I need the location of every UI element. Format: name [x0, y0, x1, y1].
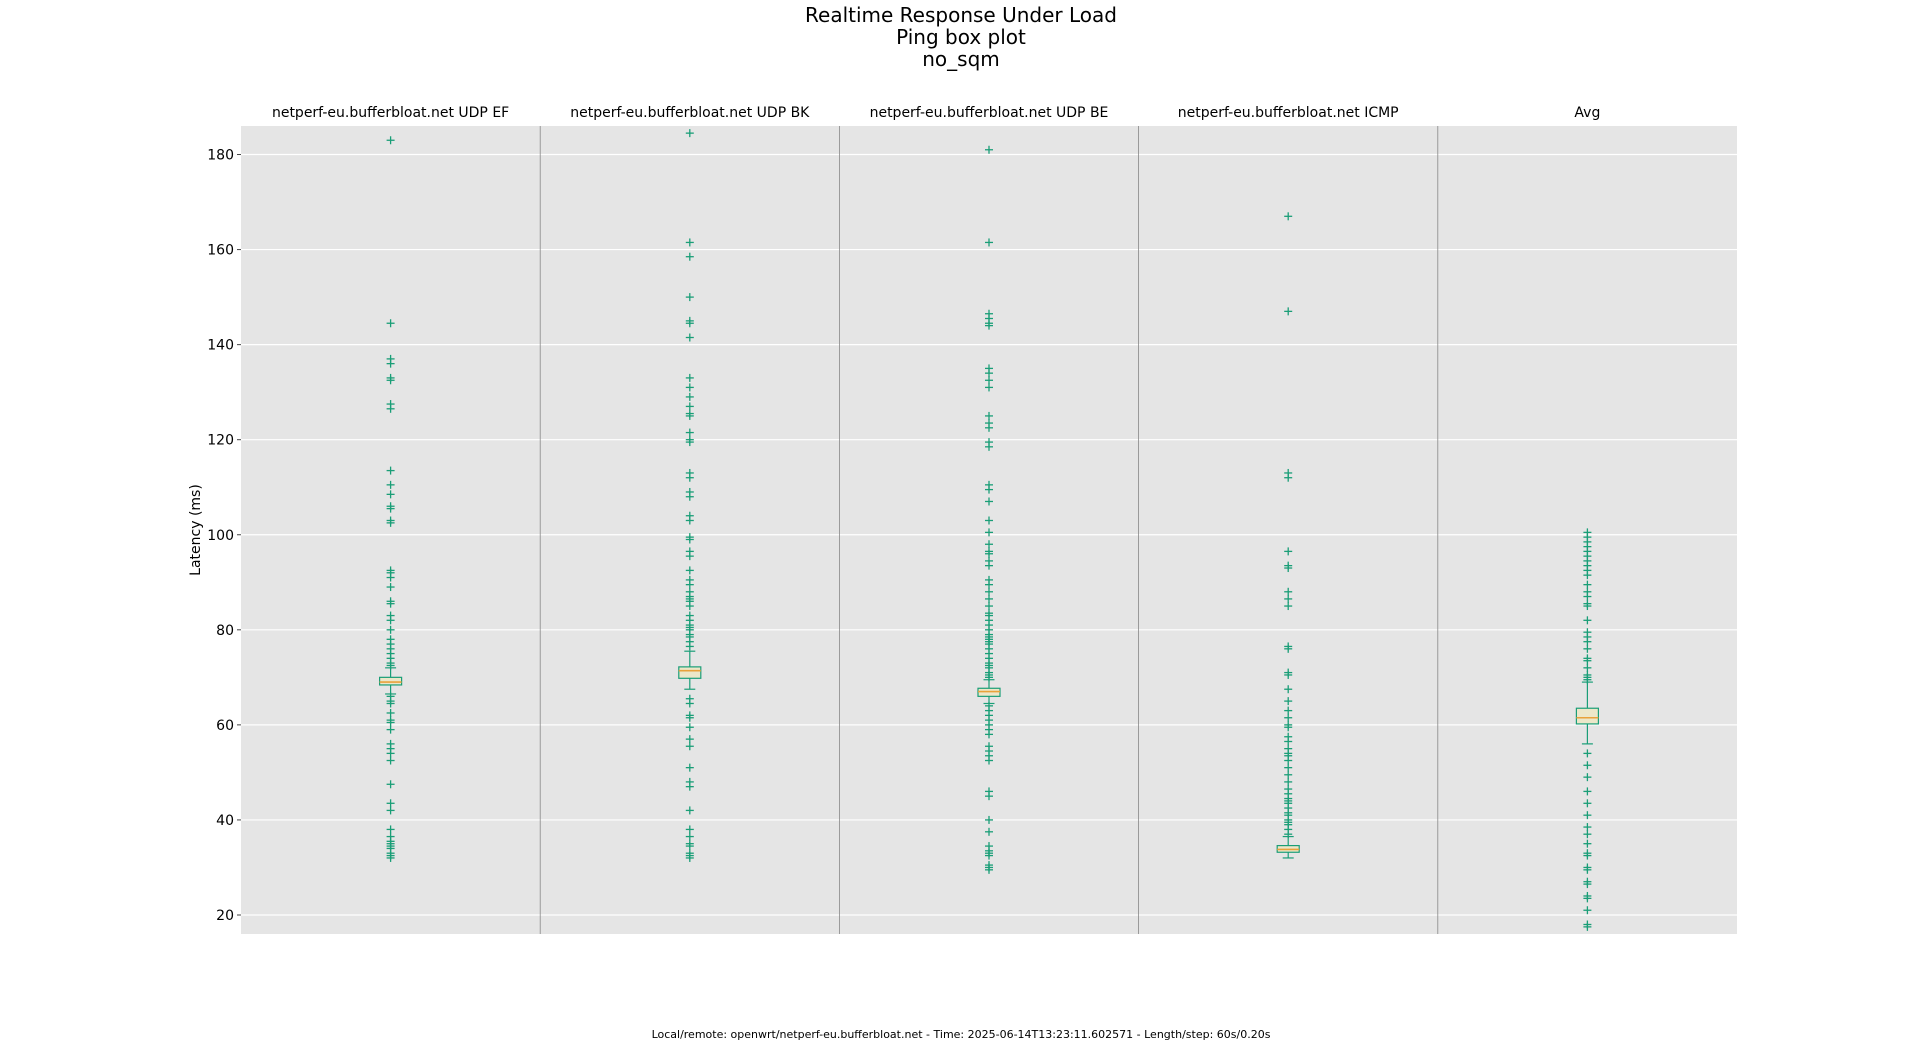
- y-tick-label: 60: [216, 718, 234, 734]
- y-tick-label: 100: [207, 528, 234, 544]
- y-tick-label: 160: [207, 243, 234, 259]
- panel-title: netperf-eu.bufferbloat.net ICMP: [1178, 105, 1399, 121]
- y-tick-label: 140: [207, 338, 234, 354]
- y-tick-label: 120: [207, 433, 234, 449]
- panel-title: netperf-eu.bufferbloat.net UDP BE: [870, 105, 1109, 121]
- box: [678, 666, 702, 679]
- y-tick-label: 20: [216, 908, 234, 924]
- box: [379, 676, 403, 686]
- chart-title-line-3: no_sqm: [922, 47, 1000, 71]
- box: [1575, 707, 1600, 725]
- y-tick-label: 180: [207, 148, 234, 164]
- chart-title-line-1: Realtime Response Under Load: [805, 3, 1117, 27]
- panel-title: Avg: [1574, 105, 1600, 121]
- y-axis-label: Latency (ms): [188, 484, 204, 576]
- chart-title: Realtime Response Under Load Ping box pl…: [0, 4, 1922, 70]
- panel-title: netperf-eu.bufferbloat.net UDP BK: [570, 105, 810, 121]
- chart-title-line-2: Ping box plot: [896, 25, 1026, 49]
- footer-metadata: Local/remote: openwrt/netperf-eu.bufferb…: [651, 1028, 1271, 1041]
- y-tick-label: 40: [216, 813, 234, 829]
- y-tick-label: 80: [216, 623, 234, 639]
- panel-title: netperf-eu.bufferbloat.net UDP EF: [272, 105, 509, 121]
